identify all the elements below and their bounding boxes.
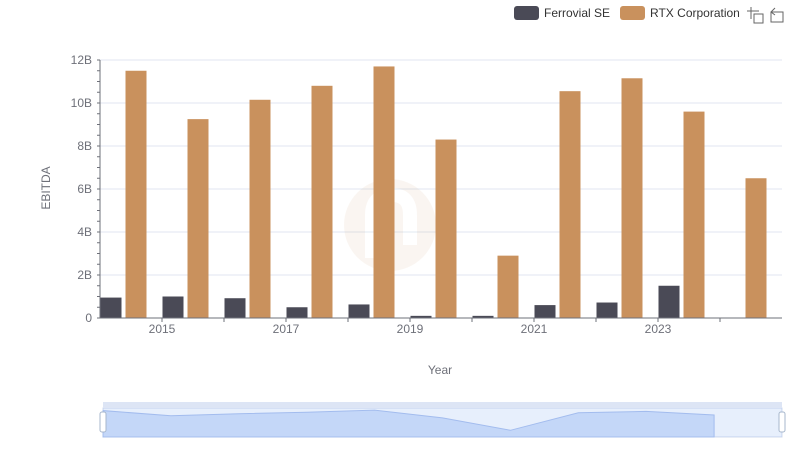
slider-top-bar[interactable] (103, 402, 782, 408)
bar-rtx-2014[interactable] (125, 70, 147, 318)
slider-preview-area (102, 409, 715, 438)
bar-rtx-2015[interactable] (187, 119, 209, 318)
bar-ferrovial-2021[interactable] (534, 305, 556, 318)
x-tick-label: 2023 (645, 322, 672, 336)
bar-rtx-2019[interactable] (435, 139, 457, 318)
slider-handle-right[interactable] (778, 411, 786, 433)
bar-ferrovial-2017[interactable] (286, 307, 308, 318)
bar-rtx-2020[interactable] (497, 255, 519, 318)
y-tick-label: 6B (77, 182, 92, 196)
y-tick-label: 12B (71, 53, 92, 67)
bar-rtx-2023[interactable] (683, 111, 705, 318)
bar-ferrovial-2020[interactable] (472, 315, 494, 318)
toolbox (746, 6, 790, 24)
data-zoom-slider[interactable] (99, 402, 786, 438)
bar-ferrovial-2023[interactable] (658, 285, 680, 318)
x-tick-label: 2015 (149, 322, 176, 336)
x-tick-label: 2021 (521, 322, 548, 336)
bar-ferrovial-2014[interactable] (100, 297, 122, 318)
legend-item-rtx[interactable]: RTX Corporation (620, 6, 740, 20)
slider-selection[interactable] (103, 408, 782, 437)
axes-group: 0 2B 4B 6B 8B 10B 12B 2015 2017 2019 2021 2023 (71, 53, 782, 336)
x-tick-label: 2019 (397, 322, 424, 336)
bar-rtx-2017[interactable] (311, 85, 333, 318)
bar-ferrovial-2018[interactable] (348, 304, 370, 318)
legend-swatch-rtx (620, 6, 646, 20)
bar-rtx-2016[interactable] (249, 99, 271, 319)
y-tick-label: 10B (71, 96, 92, 110)
zoom-crosshair-icon[interactable] (746, 6, 764, 24)
x-tick-label: 2017 (273, 322, 300, 336)
slider-handle-left[interactable] (99, 411, 107, 433)
legend-item-ferrovial[interactable]: Ferrovial SE (514, 6, 610, 20)
legend-label-rtx: RTX Corporation (650, 6, 740, 20)
bar-rtx-2022[interactable] (621, 78, 643, 319)
y-tick-label: 8B (77, 139, 92, 153)
y-axis-title: EBITDA (39, 166, 53, 209)
legend: Ferrovial SE RTX Corporation (514, 4, 750, 22)
x-axis-title: Year (428, 363, 452, 377)
bar-rtx-2024[interactable] (745, 178, 767, 318)
bars-group (100, 66, 767, 319)
bar-ferrovial-2016[interactable] (224, 298, 246, 318)
bar-rtx-2018[interactable] (373, 66, 395, 318)
bar-ferrovial-2015[interactable] (162, 296, 184, 319)
legend-swatch-ferrovial (514, 6, 539, 20)
zoom-reset-icon[interactable] (768, 6, 786, 24)
y-tick-label: 0 (85, 311, 92, 325)
bar-rtx-2021[interactable] (559, 91, 581, 318)
y-tick-label: 4B (77, 225, 92, 239)
bar-ferrovial-2022[interactable] (596, 302, 618, 318)
y-tick-label: 2B (77, 268, 92, 282)
bar-ferrovial-2019[interactable] (410, 315, 432, 318)
legend-label-ferrovial: Ferrovial SE (544, 6, 611, 20)
